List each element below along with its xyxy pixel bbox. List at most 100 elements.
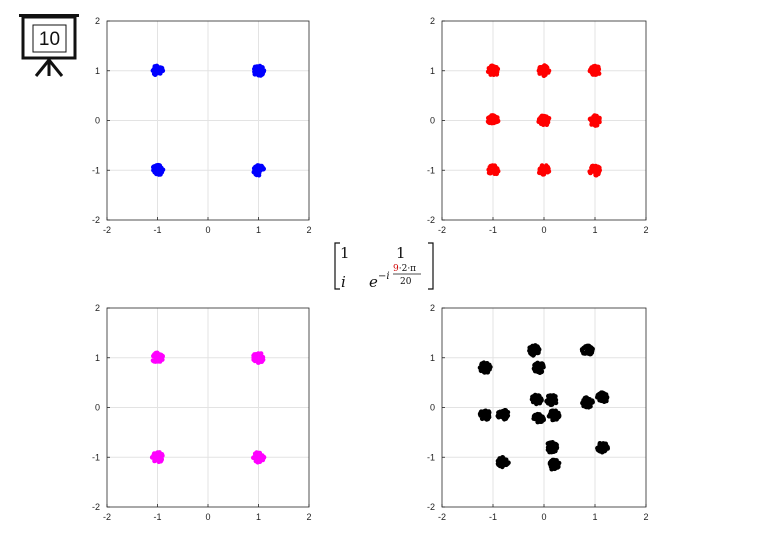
sample-dot	[537, 397, 542, 402]
matrix-entry-r2c2-base: e	[369, 273, 378, 291]
sample-dot	[152, 453, 158, 459]
constellation-point	[531, 360, 546, 376]
sample-dot	[154, 355, 159, 361]
sample-dot	[488, 164, 494, 169]
scatter-plot-4: -2 -1 0 1 2 2 1 0 -1 -2	[427, 303, 649, 522]
y-tick-label: 1	[95, 66, 100, 76]
x-tick-label: -2	[438, 225, 446, 235]
sample-dot	[547, 397, 552, 402]
sample-dot	[255, 460, 260, 465]
y-tick-label: 2	[430, 303, 435, 313]
constellation-point	[495, 455, 511, 470]
sample-dot	[590, 165, 596, 171]
sample-dot	[541, 417, 546, 423]
constellation-point	[587, 63, 602, 77]
sample-dot	[588, 349, 594, 355]
sample-dot	[157, 163, 162, 168]
scatter-plot-3: -2 -1 0 1 2 2 1 0 -1 -2	[92, 303, 312, 522]
sample-dot	[494, 168, 500, 174]
constellation-point	[251, 450, 267, 465]
y-tick-label: -2	[427, 502, 435, 512]
constellation-point	[529, 392, 544, 407]
sample-dot	[155, 350, 160, 356]
y-tick-label: -2	[92, 502, 100, 512]
sample-dot	[549, 459, 555, 464]
constellation-point	[150, 63, 166, 77]
slide-number: 10	[39, 29, 60, 50]
sample-dot	[258, 454, 263, 460]
matrix-exponent-numerator: 9·2·π	[393, 264, 416, 274]
y-tick-label: 1	[430, 66, 435, 76]
sample-dot	[487, 115, 492, 120]
sample-dot	[491, 119, 496, 124]
x-tick-label: -2	[438, 512, 446, 522]
constellation-point	[251, 351, 266, 365]
y-tick-label: -2	[92, 215, 100, 225]
sample-dot	[550, 408, 556, 414]
matrix-equation: 1 1 i e −i 9·2·π 20	[334, 242, 434, 291]
sample-dot	[549, 449, 554, 455]
constellation-point	[587, 163, 602, 178]
constellation-point	[477, 408, 492, 422]
sample-dot	[253, 452, 258, 457]
sample-dot	[543, 63, 548, 69]
constellation-point	[587, 113, 602, 128]
sample-dot	[529, 397, 535, 402]
sample-dot	[554, 445, 560, 450]
sample-dot	[537, 400, 543, 406]
y-tick-label: -1	[427, 165, 435, 175]
constellation-point	[149, 450, 165, 465]
sample-dot	[254, 172, 259, 178]
sample-dot	[553, 461, 558, 467]
x-tick-label: 2	[643, 225, 648, 235]
constellation-point	[595, 390, 610, 405]
sample-dot	[160, 453, 165, 459]
x-tick-label: -1	[153, 225, 161, 235]
y-tick-label: 0	[430, 403, 435, 413]
sample-dot	[155, 359, 161, 364]
sample-dot	[484, 417, 490, 422]
sample-dot	[595, 118, 600, 123]
constellation-point	[252, 63, 267, 78]
sample-dot	[532, 349, 537, 355]
matrix-exponent-prefix: −i	[378, 271, 390, 282]
constellation-point	[485, 113, 501, 126]
constellation-point	[486, 163, 501, 177]
constellation-point	[477, 360, 493, 375]
sample-dot	[158, 67, 163, 72]
sample-dot	[158, 354, 164, 360]
constellation-point	[545, 440, 560, 455]
sample-dot	[502, 462, 507, 468]
sample-dot	[152, 66, 157, 72]
sample-dot	[485, 69, 491, 74]
sample-dot	[532, 365, 537, 371]
x-tick-label: -2	[103, 512, 111, 522]
sample-dot	[153, 71, 159, 76]
sample-dot	[593, 72, 598, 77]
sample-dot	[543, 165, 549, 170]
constellation-point	[579, 343, 595, 357]
sample-dot	[539, 113, 545, 119]
x-tick-label: 2	[306, 225, 311, 235]
scatter-plot-1: -2 -1 0 1 2 2 1 0 -1 -2	[92, 16, 312, 235]
y-tick-label: -1	[92, 452, 100, 462]
x-tick-label: 1	[592, 225, 597, 235]
sample-dot	[253, 352, 259, 357]
sample-dot	[588, 170, 593, 176]
sample-dot	[152, 458, 157, 464]
sample-dot	[485, 366, 490, 372]
x-tick-label: 1	[592, 512, 597, 522]
sample-dot	[542, 120, 548, 126]
sample-dot	[584, 348, 590, 354]
y-tick-label: 2	[95, 16, 100, 26]
sample-dot	[545, 445, 551, 450]
sample-dot	[591, 115, 597, 121]
sample-dot	[259, 65, 264, 71]
sample-dot	[156, 459, 162, 465]
constellation-point	[527, 343, 542, 358]
y-tick-label: 2	[430, 16, 435, 26]
sample-dot	[532, 413, 538, 419]
constellation-point	[546, 408, 562, 423]
